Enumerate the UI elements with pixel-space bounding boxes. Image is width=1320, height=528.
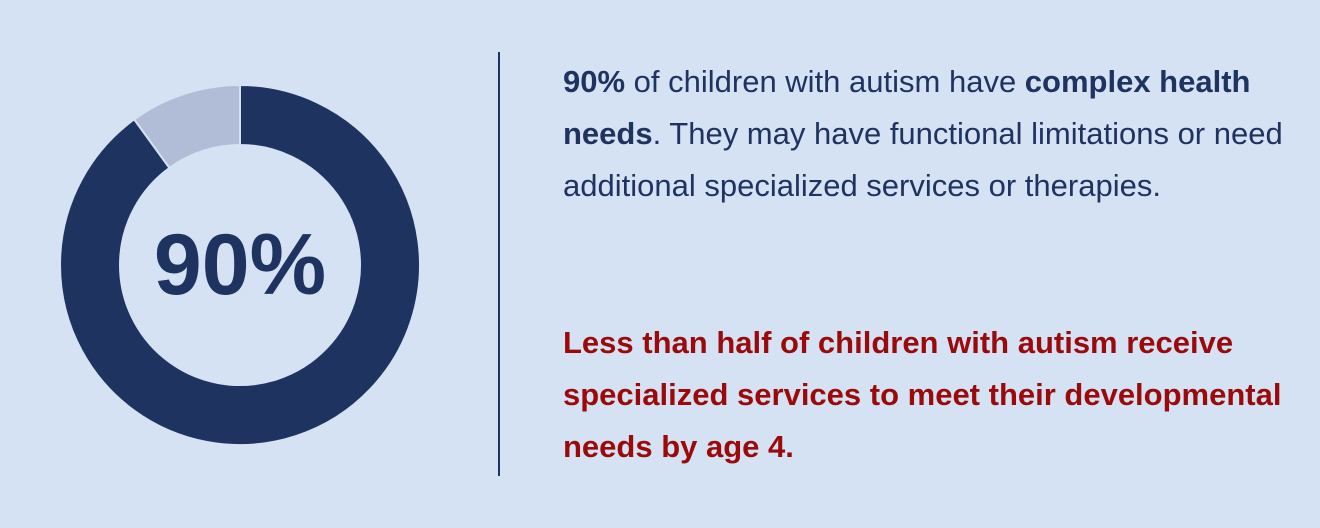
paragraph: 90% of children with autism have complex… <box>563 56 1283 212</box>
text-segment: Less than half of children with autism r… <box>563 325 1282 464</box>
donut-segment <box>59 83 421 446</box>
donut-segment <box>132 83 241 170</box>
text-segment: . They may have functional limitations o… <box>563 116 1283 203</box>
text-segment: complex health needs <box>563 64 1251 151</box>
center-label: 90% <box>154 217 326 313</box>
text-segment: of children with autism have <box>625 64 1025 99</box>
text-segment: 90% <box>563 64 626 99</box>
divider <box>498 52 500 476</box>
donut-chart: 90% <box>59 83 421 446</box>
paragraph: Less than half of children with autism r… <box>563 317 1283 473</box>
